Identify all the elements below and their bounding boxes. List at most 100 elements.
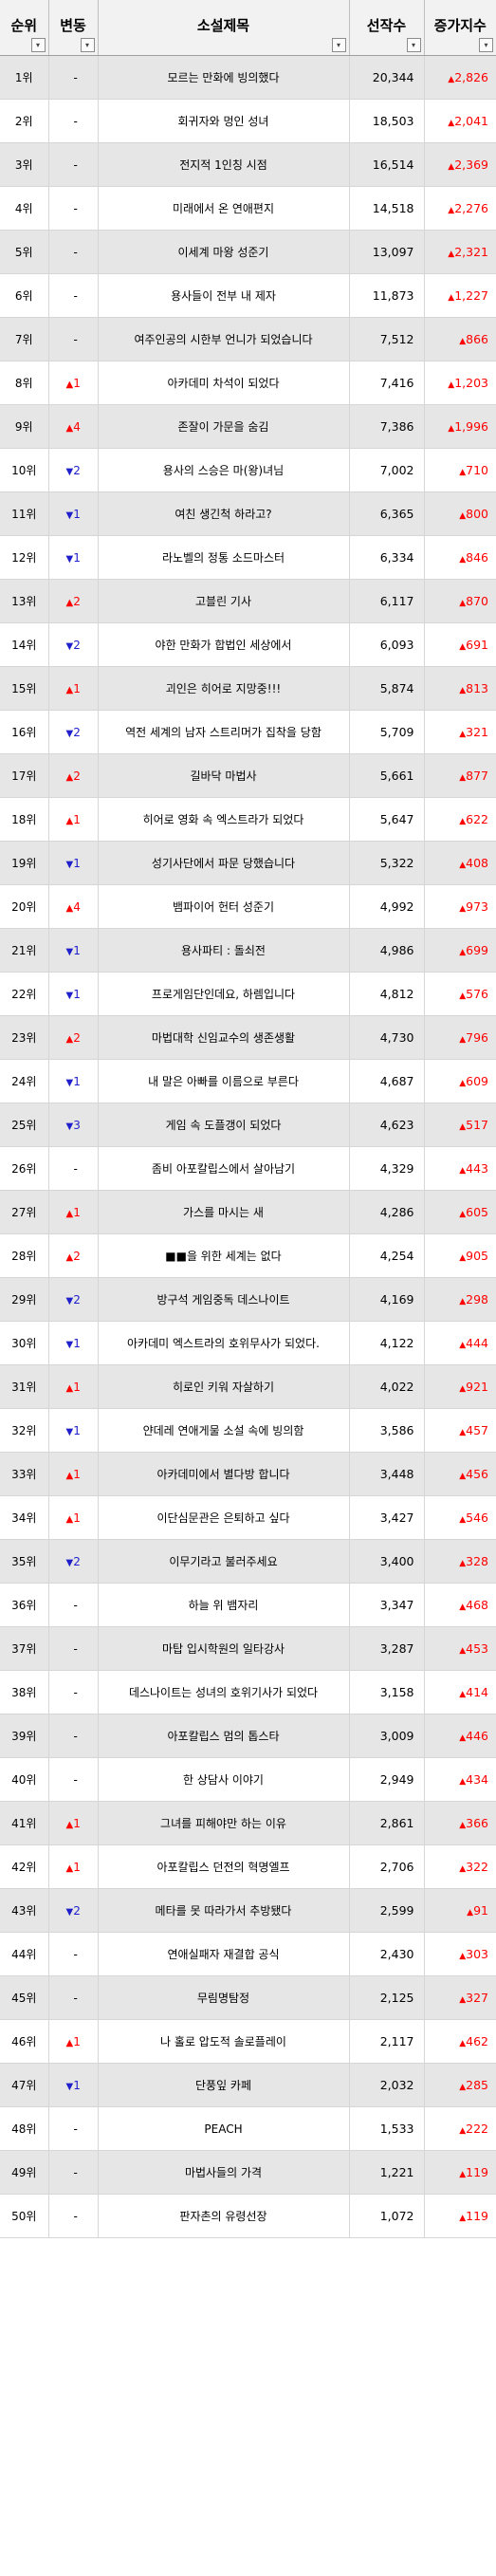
filter-count-dropdown-icon[interactable]: ▾ — [406, 38, 421, 52]
rank-cell[interactable]: 48위 — [0, 2106, 49, 2151]
increase-cell[interactable]: ▲457 — [424, 1408, 496, 1453]
rank-cell[interactable]: 39위 — [0, 1714, 49, 1758]
increase-cell[interactable]: ▲800 — [424, 491, 496, 536]
title-cell[interactable]: 아카데미 엑스트라의 호위무사가 되었다. — [98, 1321, 350, 1365]
increase-cell[interactable]: ▲605 — [424, 1190, 496, 1234]
change-cell[interactable]: ▼2 — [48, 710, 99, 754]
change-cell[interactable]: ▲1 — [48, 361, 99, 405]
rank-cell[interactable]: 14위 — [0, 622, 49, 667]
change-cell[interactable]: - — [48, 2106, 99, 2151]
increase-cell[interactable]: ▲2,321 — [424, 230, 496, 274]
count-cell[interactable]: 1,072 — [349, 2194, 425, 2238]
change-cell[interactable]: - — [48, 186, 99, 231]
count-cell[interactable]: 4,329 — [349, 1146, 425, 1191]
rank-cell[interactable]: 15위 — [0, 666, 49, 711]
rank-cell[interactable]: 38위 — [0, 1670, 49, 1714]
count-cell[interactable]: 3,347 — [349, 1583, 425, 1627]
rank-cell[interactable]: 22위 — [0, 972, 49, 1016]
count-cell[interactable]: 2,032 — [349, 2063, 425, 2107]
count-cell[interactable]: 5,322 — [349, 841, 425, 885]
change-cell[interactable]: - — [48, 2150, 99, 2195]
rank-cell[interactable]: 31위 — [0, 1364, 49, 1409]
increase-cell[interactable]: ▲298 — [424, 1277, 496, 1322]
count-cell[interactable]: 2,706 — [349, 1844, 425, 1889]
count-cell[interactable]: 2,125 — [349, 1975, 425, 2020]
change-cell[interactable]: - — [48, 1583, 99, 1627]
rank-cell[interactable]: 40위 — [0, 1757, 49, 1802]
increase-cell[interactable]: ▲328 — [424, 1539, 496, 1584]
title-cell[interactable]: 마법대학 신임교수의 생존생활 — [98, 1015, 350, 1060]
count-cell[interactable]: 4,687 — [349, 1059, 425, 1103]
title-cell[interactable]: 판자촌의 유령선장 — [98, 2194, 350, 2238]
count-cell[interactable]: 1,533 — [349, 2106, 425, 2151]
title-cell[interactable]: 야한 만화가 합법인 세상에서 — [98, 622, 350, 667]
count-cell[interactable]: 6,093 — [349, 622, 425, 667]
title-cell[interactable]: 나 홀로 압도적 솔로플레이 — [98, 2019, 350, 2064]
change-cell[interactable]: ▲1 — [48, 797, 99, 842]
change-cell[interactable]: ▼2 — [48, 1277, 99, 1322]
increase-cell[interactable]: ▲973 — [424, 884, 496, 929]
title-cell[interactable]: 한 상담사 이야기 — [98, 1757, 350, 1802]
increase-cell[interactable]: ▲622 — [424, 797, 496, 842]
increase-cell[interactable]: ▲866 — [424, 317, 496, 361]
filter-title-dropdown-icon[interactable]: ▾ — [331, 38, 346, 52]
rank-cell[interactable]: 7위 — [0, 317, 49, 361]
increase-cell[interactable]: ▲813 — [424, 666, 496, 711]
title-cell[interactable]: 용사의 스승은 마(왕)녀님 — [98, 448, 350, 492]
rank-cell[interactable]: 44위 — [0, 1932, 49, 1976]
count-cell[interactable]: 13,097 — [349, 230, 425, 274]
change-cell[interactable]: ▲4 — [48, 884, 99, 929]
title-cell[interactable]: 마법사들의 가격 — [98, 2150, 350, 2195]
title-cell[interactable]: 프로게임단인데요, 하렘입니다 — [98, 972, 350, 1016]
title-cell[interactable]: 이단심문관은 은퇴하고 싶다 — [98, 1495, 350, 1540]
count-cell[interactable]: 4,730 — [349, 1015, 425, 1060]
increase-cell[interactable]: ▲446 — [424, 1714, 496, 1758]
change-cell[interactable]: ▼2 — [48, 1539, 99, 1584]
rank-cell[interactable]: 3위 — [0, 142, 49, 187]
title-cell[interactable]: 아포칼립스 던전의 혁명엘프 — [98, 1844, 350, 1889]
title-cell[interactable]: 모르는 만화에 빙의했다 — [98, 55, 350, 100]
rank-cell[interactable]: 13위 — [0, 579, 49, 623]
increase-cell[interactable]: ▲285 — [424, 2063, 496, 2107]
increase-cell[interactable]: ▲1,203 — [424, 361, 496, 405]
change-cell[interactable]: ▼1 — [48, 1059, 99, 1103]
rank-cell[interactable]: 43위 — [0, 1888, 49, 1933]
rank-cell[interactable]: 19위 — [0, 841, 49, 885]
increase-cell[interactable]: ▲921 — [424, 1364, 496, 1409]
title-cell[interactable]: ■■을 위한 세계는 없다 — [98, 1233, 350, 1278]
count-cell[interactable]: 5,647 — [349, 797, 425, 842]
count-cell[interactable]: 6,334 — [349, 535, 425, 580]
change-cell[interactable]: ▼2 — [48, 622, 99, 667]
rank-cell[interactable]: 34위 — [0, 1495, 49, 1540]
count-cell[interactable]: 3,158 — [349, 1670, 425, 1714]
change-cell[interactable]: - — [48, 1714, 99, 1758]
count-cell[interactable]: 20,344 — [349, 55, 425, 100]
change-cell[interactable]: ▼1 — [48, 491, 99, 536]
change-cell[interactable]: ▲2 — [48, 1233, 99, 1278]
title-cell[interactable]: 히로인 키워 자살하기 — [98, 1364, 350, 1409]
increase-cell[interactable]: ▲408 — [424, 841, 496, 885]
increase-cell[interactable]: ▲846 — [424, 535, 496, 580]
increase-cell[interactable]: ▲691 — [424, 622, 496, 667]
title-cell[interactable]: 이무기라고 불러주세요 — [98, 1539, 350, 1584]
title-cell[interactable]: 이세계 마왕 성준기 — [98, 230, 350, 274]
increase-cell[interactable]: ▲222 — [424, 2106, 496, 2151]
change-cell[interactable]: - — [48, 1975, 99, 2020]
rank-cell[interactable]: 45위 — [0, 1975, 49, 2020]
rank-cell[interactable]: 17위 — [0, 753, 49, 798]
change-cell[interactable]: ▼1 — [48, 1408, 99, 1453]
increase-cell[interactable]: ▲303 — [424, 1932, 496, 1976]
title-cell[interactable]: 아포칼립스 멈의 톱스타 — [98, 1714, 350, 1758]
title-cell[interactable]: 좀비 아포칼립스에서 살아남기 — [98, 1146, 350, 1191]
increase-cell[interactable]: ▲456 — [424, 1452, 496, 1496]
title-cell[interactable]: 데스나이트는 성녀의 호위기사가 되었다 — [98, 1670, 350, 1714]
filter-rank-dropdown-icon[interactable]: ▾ — [30, 38, 46, 52]
title-cell[interactable]: 회귀자와 멍인 성녀 — [98, 99, 350, 143]
title-cell[interactable]: 라노벨의 정통 소드마스터 — [98, 535, 350, 580]
change-cell[interactable]: ▲2 — [48, 753, 99, 798]
count-cell[interactable]: 4,122 — [349, 1321, 425, 1365]
title-cell[interactable]: 그녀를 피해야만 하는 이유 — [98, 1801, 350, 1845]
increase-cell[interactable]: ▲905 — [424, 1233, 496, 1278]
change-cell[interactable]: ▼2 — [48, 448, 99, 492]
change-cell[interactable]: - — [48, 99, 99, 143]
